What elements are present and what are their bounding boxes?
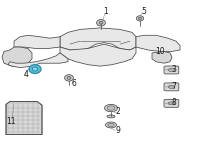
Text: 5: 5 bbox=[142, 7, 146, 16]
Polygon shape bbox=[14, 35, 60, 49]
FancyBboxPatch shape bbox=[164, 83, 179, 91]
Ellipse shape bbox=[107, 115, 115, 118]
Text: 3: 3 bbox=[172, 65, 176, 74]
Ellipse shape bbox=[105, 104, 118, 112]
FancyBboxPatch shape bbox=[164, 66, 179, 74]
Text: 9: 9 bbox=[116, 126, 120, 135]
Ellipse shape bbox=[106, 122, 117, 128]
Circle shape bbox=[99, 21, 103, 24]
Ellipse shape bbox=[108, 123, 114, 127]
Text: 7: 7 bbox=[172, 82, 176, 91]
Text: 2: 2 bbox=[116, 107, 120, 116]
Text: 10: 10 bbox=[155, 47, 165, 56]
Text: 8: 8 bbox=[172, 98, 176, 107]
Circle shape bbox=[97, 20, 105, 26]
Circle shape bbox=[136, 16, 144, 21]
Ellipse shape bbox=[107, 106, 115, 110]
Ellipse shape bbox=[168, 85, 175, 88]
Circle shape bbox=[29, 65, 41, 74]
Polygon shape bbox=[2, 47, 32, 66]
Polygon shape bbox=[6, 101, 42, 135]
FancyBboxPatch shape bbox=[164, 99, 179, 107]
Ellipse shape bbox=[168, 102, 175, 105]
Polygon shape bbox=[60, 44, 136, 66]
Circle shape bbox=[32, 67, 38, 71]
Polygon shape bbox=[152, 51, 172, 63]
Polygon shape bbox=[136, 35, 180, 51]
Circle shape bbox=[67, 76, 71, 79]
Text: 4: 4 bbox=[24, 70, 28, 80]
Text: 11: 11 bbox=[6, 117, 16, 126]
Circle shape bbox=[138, 17, 142, 20]
Ellipse shape bbox=[168, 69, 175, 71]
Text: 1: 1 bbox=[104, 7, 108, 16]
Polygon shape bbox=[8, 53, 68, 68]
Polygon shape bbox=[60, 28, 136, 50]
Text: 6: 6 bbox=[72, 79, 76, 88]
Circle shape bbox=[65, 75, 73, 81]
